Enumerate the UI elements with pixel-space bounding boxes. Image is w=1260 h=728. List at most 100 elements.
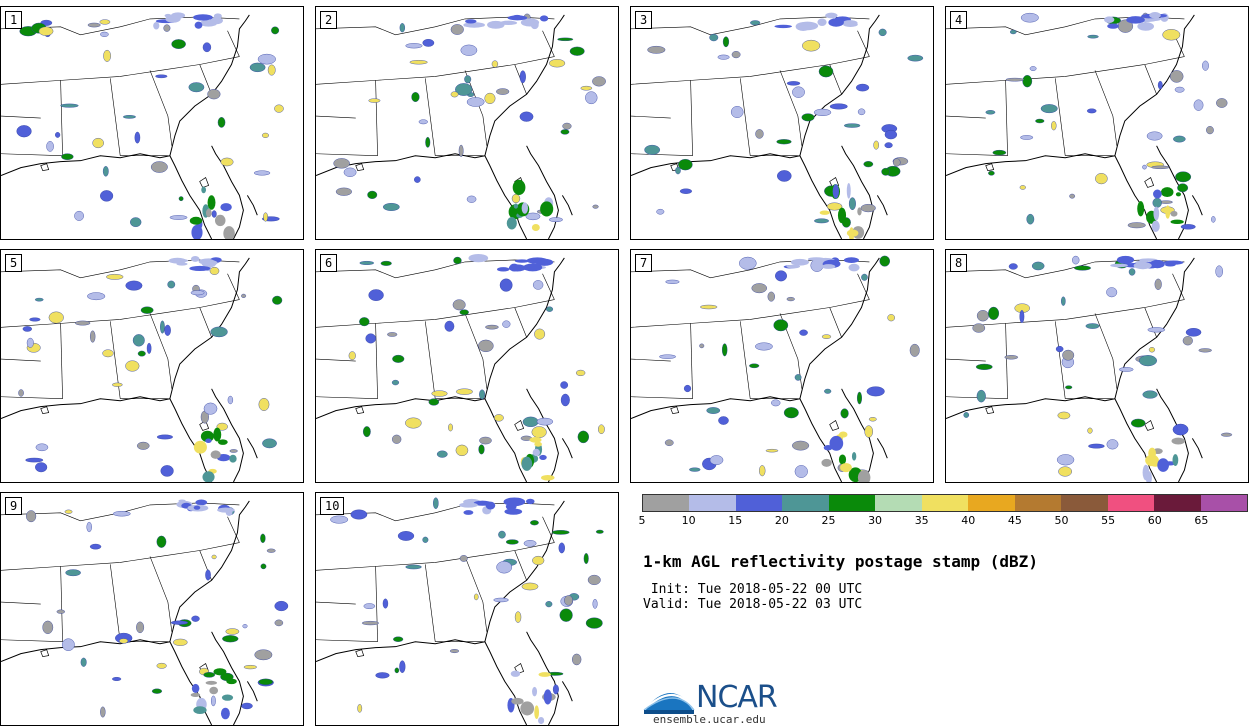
reflectivity-cell	[585, 617, 603, 629]
reflectivity-cell	[225, 508, 233, 517]
reflectivity-cell	[214, 214, 226, 227]
reflectivity-cell	[458, 144, 464, 157]
reflectivity-cell	[211, 695, 216, 707]
reflectivity-cell	[194, 21, 203, 29]
reflectivity-cell	[699, 343, 705, 349]
reflectivity-cell	[1004, 355, 1019, 360]
reflectivity-cell	[478, 339, 494, 353]
reflectivity-cell	[535, 258, 554, 266]
reflectivity-cell	[1151, 165, 1170, 170]
reflectivity-cell	[878, 28, 887, 37]
reflectivity-cell	[211, 554, 217, 560]
reflectivity-cell	[543, 689, 552, 705]
reflectivity-cell	[222, 635, 239, 643]
reflectivity-cell	[205, 208, 212, 218]
reflectivity-cell	[405, 43, 423, 49]
southeast-us-map	[316, 253, 605, 482]
reflectivity-cell	[731, 51, 741, 59]
reflectivity-cell	[1128, 268, 1136, 276]
reflectivity-cell	[1110, 263, 1128, 268]
reflectivity-cell	[216, 422, 228, 431]
reflectivity-cell	[195, 499, 208, 506]
reflectivity-cell	[173, 638, 188, 646]
colorbar-segment	[875, 495, 922, 511]
reflectivity-cell	[22, 326, 32, 332]
reflectivity-cell	[749, 363, 760, 369]
reflectivity-cell	[202, 471, 215, 482]
reflectivity-cell	[963, 412, 970, 418]
reflectivity-cell	[190, 255, 200, 262]
reflectivity-cell	[580, 85, 593, 91]
reflectivity-cell	[709, 455, 724, 465]
reflectivity-cell	[225, 628, 240, 635]
reflectivity-cell	[274, 600, 289, 612]
reflectivity-cell	[818, 65, 834, 78]
reflectivity-cell	[972, 323, 986, 333]
ensemble-panel-2: 2	[315, 6, 619, 240]
reflectivity-cell	[824, 388, 832, 394]
reflectivity-cell	[739, 256, 757, 270]
colorbar-segment	[921, 495, 969, 511]
reflectivity-cell	[459, 555, 468, 562]
reflectivity-cell	[134, 131, 141, 144]
reflectivity-cell	[479, 436, 492, 445]
reflectivity-cell	[801, 113, 815, 122]
reflectivity-cell	[790, 258, 810, 266]
reflectivity-cell	[773, 319, 789, 332]
ensemble-panel-5: 5	[0, 249, 304, 483]
colorbar-tick-label: 35	[914, 514, 929, 527]
reflectivity-cell	[86, 521, 92, 533]
reflectivity-cell	[203, 402, 218, 415]
colorbar-segment	[828, 495, 876, 511]
reflectivity-cell	[496, 88, 510, 95]
reflectivity-cell	[856, 83, 870, 92]
reflectivity-cell	[213, 668, 227, 676]
reflectivity-cell	[207, 88, 221, 100]
ensemble-panel-1: 1	[0, 6, 304, 240]
reflectivity-cell	[409, 60, 428, 65]
reflectivity-cell	[368, 98, 381, 103]
reflectivity-cell	[577, 430, 589, 444]
reflectivity-cell	[1206, 126, 1214, 135]
reflectivity-cell	[140, 306, 154, 314]
member-number-label: 9	[5, 497, 23, 515]
reflectivity-cell	[257, 53, 276, 65]
reflectivity-cell	[1160, 187, 1174, 198]
reflectivity-cell	[838, 454, 847, 465]
reflectivity-cell	[678, 158, 693, 171]
reflectivity-cell	[103, 49, 111, 62]
reflectivity-cell	[405, 417, 422, 429]
reflectivity-cell	[168, 257, 187, 264]
reflectivity-cell	[170, 620, 189, 625]
reflectivity-cell	[1142, 164, 1147, 170]
reflectivity-cell	[100, 31, 109, 37]
reflectivity-cell	[802, 39, 821, 52]
member-number-label: 6	[320, 254, 338, 272]
reflectivity-cell	[1069, 193, 1076, 199]
reflectivity-cell	[718, 416, 729, 425]
reflectivity-cell	[90, 330, 96, 343]
reflectivity-cell	[644, 144, 661, 155]
reflectivity-cell	[828, 18, 844, 27]
reflectivity-cell	[1180, 224, 1196, 230]
reflectivity-cell	[1170, 219, 1184, 225]
reflectivity-cell	[1062, 349, 1075, 361]
reflectivity-cell	[253, 170, 271, 176]
southeast-us-map	[316, 13, 606, 239]
reflectivity-cell	[823, 445, 833, 451]
southeast-us-map	[1, 499, 289, 725]
reflectivity-cell	[679, 188, 692, 194]
reflectivity-cell	[1087, 34, 1099, 39]
reflectivity-cell	[1127, 222, 1146, 229]
reflectivity-cell	[160, 320, 165, 334]
reflectivity-cell	[1162, 29, 1181, 41]
reflectivity-cell	[170, 12, 186, 19]
reflectivity-cell	[1169, 70, 1184, 83]
reflectivity-cell	[664, 439, 674, 447]
reflectivity-cell	[463, 22, 485, 28]
reflectivity-cell	[226, 678, 237, 685]
ensemble-url: ensemble.ucar.edu	[653, 713, 766, 726]
reflectivity-cell	[38, 26, 54, 36]
reflectivity-cell	[217, 439, 228, 445]
reflectivity-cell	[526, 498, 535, 505]
